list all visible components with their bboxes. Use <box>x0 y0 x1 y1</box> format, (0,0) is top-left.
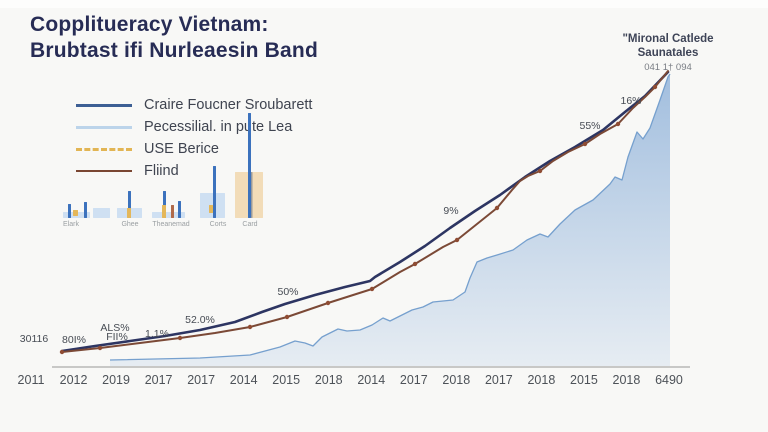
legend-label: Fliind <box>144 163 179 179</box>
x-axis-labels: 2011 2012 2019 2017 2017 2014 2015 2018 2014 2017… <box>14 373 686 387</box>
legend-item-1: Pecessilial. in pute Lea <box>76 116 312 138</box>
legend-label: Pecessilial. in pute Lea <box>144 119 293 135</box>
line-series-marker <box>284 314 290 320</box>
area-series-boundary-line <box>109 73 671 361</box>
mini-chart-group-label: Elark <box>63 221 79 228</box>
mini-chart-group-label: Card <box>242 221 258 228</box>
line-series-marker <box>537 168 543 174</box>
mini-bar-brown <box>171 205 174 218</box>
legend-line-swatch <box>76 147 132 151</box>
x-axis-tick-label: 2019 <box>102 373 130 387</box>
annotation-line2: Saunatales <box>637 47 699 59</box>
x-axis-tick-label: 2018 <box>612 373 641 387</box>
mini-chart-group-label: Corts <box>209 221 227 228</box>
legend-label: Craire Foucner Sroubarett <box>144 97 313 113</box>
line-series-marker <box>59 349 65 355</box>
x-axis-tick-label: 2017 <box>187 373 216 387</box>
line-series-marker <box>369 286 375 292</box>
legend-item-2: USE Berice <box>76 138 312 160</box>
line-series-marker <box>494 205 500 211</box>
annotation-line1: "Mironal Catlede <box>622 33 714 45</box>
line-series-marker <box>615 121 621 127</box>
data-point-label: FII% <box>106 331 128 343</box>
line-series-marker <box>247 324 253 330</box>
x-axis-tick-label: 2014 <box>229 373 258 387</box>
x-axis-tick-label: 2014 <box>357 373 386 387</box>
data-point-label: 16% <box>620 95 642 107</box>
line-series-marker <box>582 141 588 147</box>
mini-bar-yellow <box>73 210 78 216</box>
top-right-annotation: "Mironal Catlede Saunatales 041 1† 094 <box>598 32 738 73</box>
line-series-marker <box>97 345 103 351</box>
legend-label: USE Berice <box>144 141 219 157</box>
x-axis-tick-label: 2017 <box>484 373 513 387</box>
data-point-label: 80I% <box>62 334 86 346</box>
mini-bar-navy <box>178 201 181 218</box>
x-axis-tick-label: 2017 <box>399 373 428 387</box>
annotation-line3: 041 1† 094 <box>644 62 692 73</box>
x-axis-tick-label: 2017 <box>144 373 173 387</box>
data-point-label: 50% <box>277 286 299 298</box>
legend: Craire Foucner Sroubarett Pecessilial. in… <box>76 94 312 182</box>
top-band <box>0 0 768 8</box>
mini-bar-navy <box>68 204 71 218</box>
x-axis-tick-label: 2015 <box>272 373 301 387</box>
x-axis-tick-label: 6490 <box>655 373 683 387</box>
data-point-label: 1.1% <box>145 328 169 340</box>
line-series-marker <box>454 237 460 243</box>
line-series-marker <box>412 261 418 267</box>
x-axis-tick-label: 2011 <box>17 373 45 387</box>
x-axis-tick-label: 2018 <box>527 373 556 387</box>
mini-chart-group-label: Theanemad <box>152 221 190 228</box>
data-point-label: 30116 <box>19 333 49 345</box>
data-point-label: 52.0% <box>185 314 215 326</box>
chart-title-line2: Brubtast ifi Nurleaesin Band <box>30 39 318 62</box>
mini-bar-navy <box>248 113 251 218</box>
area-series-fill <box>110 74 670 366</box>
data-point-label: ALS% <box>100 322 130 334</box>
mini-bar-light <box>93 208 110 218</box>
line-series-marker <box>177 335 183 341</box>
mini-bar-navy <box>84 202 87 218</box>
line-series <box>60 70 670 353</box>
mini-bar-gray <box>251 172 253 218</box>
line-series <box>61 70 669 353</box>
chart-title: Copplitueracy Vietnam: Brubtast ifi Nurl… <box>30 12 318 64</box>
legend-item-0: Craire Foucner Sroubarett <box>76 94 312 116</box>
mini-bar-yellow <box>209 205 213 213</box>
mini-bar-yellow <box>162 205 166 218</box>
mini-bar-light <box>152 212 185 218</box>
legend-line-swatch <box>76 125 132 129</box>
x-axis-tick-label: 2018 <box>314 373 343 387</box>
data-point-label: 55% <box>579 120 601 132</box>
legend-item-3: Fliind <box>76 160 312 182</box>
chart-title-line1: Copplitueracy Vietnam: <box>30 13 269 36</box>
line-series-marker <box>652 84 658 90</box>
legend-line-swatch <box>76 170 132 172</box>
x-axis-tick-label: 2012 <box>59 373 88 387</box>
legend-line-swatch <box>76 103 132 107</box>
data-point-label: 9% <box>443 205 459 217</box>
x-axis-tick-label: 2015 <box>570 373 598 387</box>
mini-bar-yellow <box>127 208 131 218</box>
line-series-marker <box>325 300 331 306</box>
mini-bar-navy <box>213 166 216 218</box>
mini-chart-group-label: Ghee <box>121 221 139 228</box>
x-axis-tick-label: 2018 <box>442 373 471 387</box>
